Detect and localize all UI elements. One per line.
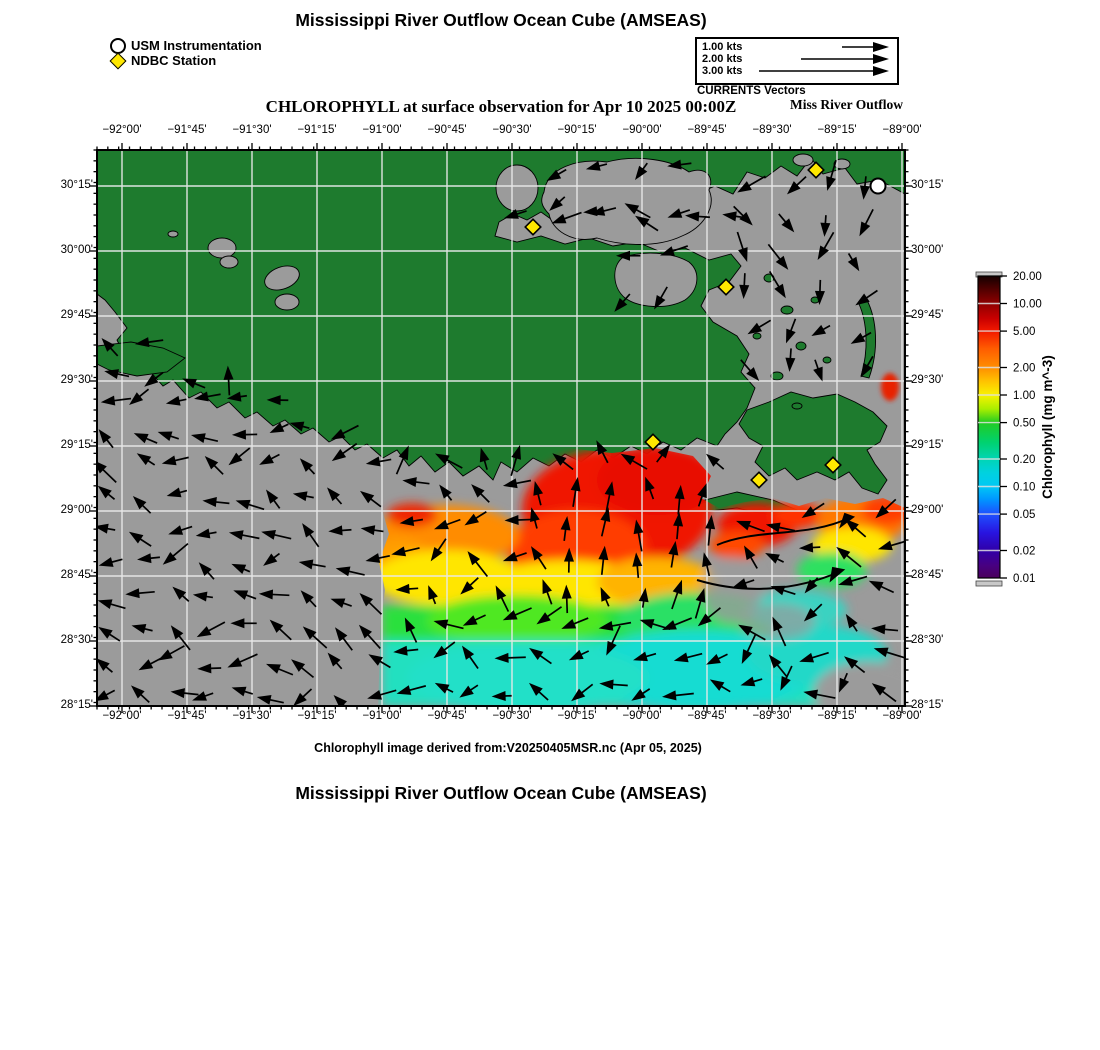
current-vectors <box>97 159 905 706</box>
x-axis-label-bottom: −89°15' <box>817 710 857 722</box>
x-axis-label-bottom: −90°30' <box>492 710 532 722</box>
map-plot <box>90 143 912 713</box>
ndbc-station-marker <box>807 161 825 179</box>
figure-title-top: Mississippi River Outflow Ocean Cube (AM… <box>295 10 707 30</box>
colorbar-tick-label: 0.20 <box>1013 454 1035 466</box>
ndbc-station-marker <box>824 456 842 474</box>
legend-row-usm: USM Instrumentation <box>110 37 262 54</box>
y-axis-label-right: 28°45' <box>911 569 944 581</box>
x-axis-label-top: −90°15' <box>557 124 597 136</box>
y-axis-label-right: 30°15' <box>911 179 944 191</box>
marker-legend: USM Instrumentation NDBC Station <box>109 37 262 69</box>
x-axis-label-bottom: −92°00' <box>102 710 142 722</box>
y-axis-label-left: 30°00' <box>60 244 93 256</box>
region-label: Miss River Outflow <box>790 97 903 112</box>
x-axis-label-bottom: −89°00' <box>882 710 922 722</box>
x-axis-label-top: −91°30' <box>232 124 272 136</box>
y-axis-label-right: 29°15' <box>911 439 944 451</box>
x-axis-label-bottom: −91°15' <box>297 710 337 722</box>
y-axis-label-right: 29°30' <box>911 374 944 386</box>
colorbar-gradient <box>977 275 1001 579</box>
ndbc-station-marker <box>524 218 542 236</box>
colorbar-tick-label: 0.02 <box>1013 546 1035 558</box>
colorbar-title: Chlorophyll (mg m^-3) <box>1040 355 1055 499</box>
map-frame <box>96 149 906 707</box>
x-axis-label-top: −92°00' <box>102 124 142 136</box>
current-scale-arrows <box>759 42 889 76</box>
colorbar-tick-label: 0.05 <box>1013 509 1035 521</box>
colorbar-tick-label: 0.50 <box>1013 418 1035 430</box>
y-axis-label-left: 28°45' <box>60 569 93 581</box>
x-axis-label-top: −91°15' <box>297 124 337 136</box>
axis-ticks <box>90 143 912 713</box>
y-axis-label-right: 30°00' <box>911 244 944 256</box>
colorbar-tick-label: 2.00 <box>1013 363 1035 375</box>
colorbar-tick-label: 0.10 <box>1013 482 1035 494</box>
colorbar-tick-label: 10.00 <box>1013 299 1042 311</box>
y-axis-label-right: 28°15' <box>911 699 944 711</box>
chlorophyll-colorbar: 20.00 10.00 5.00 2.00 1.00 0.50 0.20 0.10 0.05 0.… <box>975 271 1042 587</box>
colorbar-tick-label: 0.01 <box>1013 573 1035 585</box>
usm-legend-label: USM Instrumentation <box>131 38 262 53</box>
legend-row-ndbc: NDBC Station <box>109 52 262 69</box>
ndbc-station-marker <box>717 278 735 296</box>
x-axis-label-top: −89°15' <box>817 124 857 136</box>
x-axis-label-top: −91°00' <box>362 124 402 136</box>
x-axis-label-bottom: −89°30' <box>752 710 792 722</box>
ndbc-legend-label: NDBC Station <box>131 53 217 68</box>
ndbc-diamond-icon <box>109 52 127 69</box>
x-axis-label-bottom: −89°45' <box>687 710 727 722</box>
usm-station-marker <box>869 177 887 195</box>
map-layers <box>97 150 905 706</box>
figure-subtitle: CHLOROPHYLL at surface observation for A… <box>265 97 737 116</box>
figure-title-bottom: Mississippi River Outflow Ocean Cube (AM… <box>295 783 707 803</box>
y-axis-label-right: 28°30' <box>911 634 944 646</box>
current-scale-1kt: 1.00 kts <box>702 41 743 53</box>
y-axis-label-right: 29°45' <box>911 309 944 321</box>
x-axis-label-bottom: −91°45' <box>167 710 207 722</box>
colorbar-tick-label: 5.00 <box>1013 326 1035 338</box>
x-axis-label-bottom: −90°00' <box>622 710 662 722</box>
currents-vector-scale-box: 1.00 kts 2.00 kts 3.00 kts <box>695 37 899 85</box>
y-axis-label-right: 29°00' <box>911 504 944 516</box>
y-axis-label-left: 28°30' <box>60 634 93 646</box>
ndbc-station-marker <box>750 471 768 489</box>
x-axis-label-bottom: −91°30' <box>232 710 272 722</box>
x-axis-label-top: −90°45' <box>427 124 467 136</box>
x-axis-label-top: −91°45' <box>167 124 207 136</box>
current-scale-2kt: 2.00 kts <box>702 53 743 65</box>
colorbar-tick-label: 1.00 <box>1013 390 1035 402</box>
x-axis-label-top: −89°00' <box>882 124 922 136</box>
source-caption: Chlorophyll image derived from:V20250405… <box>314 741 702 755</box>
y-axis-label-left: 29°30' <box>60 374 93 386</box>
x-axis-label-bottom: −90°15' <box>557 710 597 722</box>
station-markers <box>524 161 887 489</box>
y-axis-label-left: 29°15' <box>60 439 93 451</box>
ndbc-station-marker <box>644 433 662 451</box>
y-axis-label-left: 29°00' <box>60 504 93 516</box>
colorbar-bottom-cap <box>975 580 1003 587</box>
x-axis-label-top: −90°00' <box>622 124 662 136</box>
chl-patch-east-edge <box>881 373 899 401</box>
x-axis-label-bottom: −91°00' <box>362 710 402 722</box>
x-axis-label-top: −89°45' <box>687 124 727 136</box>
x-axis-label-bottom: −90°45' <box>427 710 467 722</box>
colorbar-tick-label: 20.00 <box>1013 271 1042 283</box>
current-scale-3kt: 3.00 kts <box>702 65 743 77</box>
x-axis-label-top: −89°30' <box>752 124 792 136</box>
y-axis-label-left: 28°15' <box>60 699 93 711</box>
currents-caption: CURRENTS Vectors <box>697 85 806 97</box>
usm-circle-icon <box>110 37 126 54</box>
x-axis-label-top: −90°30' <box>492 124 532 136</box>
y-axis-label-left: 30°15' <box>60 179 93 191</box>
streamlines <box>696 512 856 590</box>
y-axis-label-left: 29°45' <box>60 309 93 321</box>
